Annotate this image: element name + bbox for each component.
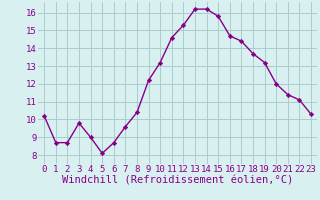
X-axis label: Windchill (Refroidissement éolien,°C): Windchill (Refroidissement éolien,°C) [62,176,293,186]
